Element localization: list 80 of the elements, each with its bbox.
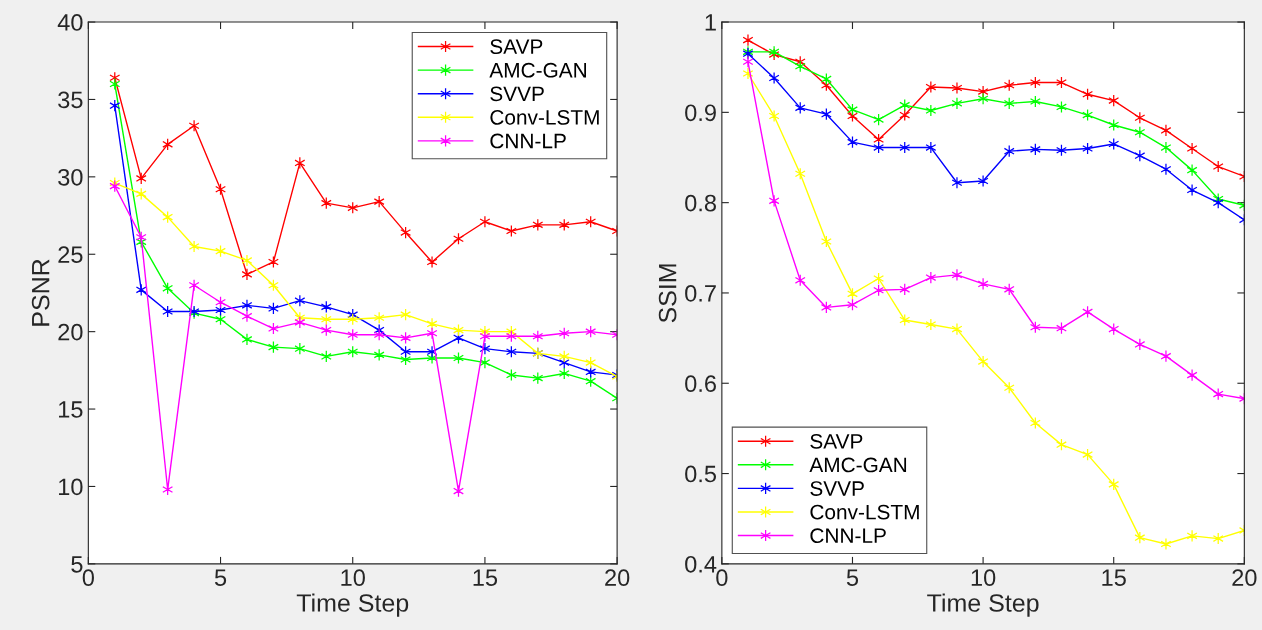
legend-label: SVVP: [490, 86, 544, 102]
point: [1160, 141, 1172, 154]
y-tick-label: 0.7: [685, 285, 716, 302]
y-tick-label: 20: [58, 323, 83, 341]
x-axis-title: Time Step: [927, 593, 1039, 617]
y-tick-label: 0.9: [685, 104, 716, 122]
point: [1186, 142, 1198, 155]
point: [977, 355, 989, 368]
point: [1160, 124, 1172, 137]
point: [479, 330, 491, 343]
y-axis-title: SSIM: [658, 264, 677, 323]
point: [241, 309, 253, 323]
y-tick-label: 25: [58, 246, 83, 264]
point: [426, 255, 438, 269]
point: [1160, 163, 1172, 176]
point: [1186, 368, 1198, 382]
point: [241, 299, 253, 312]
y-tick-label: 35: [58, 91, 83, 109]
y-tick-label: 0.6: [685, 375, 716, 393]
point: [188, 279, 200, 292]
y-tick-label: 15: [59, 401, 83, 418]
point: [1186, 183, 1198, 197]
y-tick-label: 0.8: [685, 194, 716, 212]
x-tick-label: 5: [846, 569, 859, 587]
x-tick-label: 20: [605, 569, 630, 587]
x-tick-label: 10: [971, 569, 996, 587]
legend-label: AMC-GAN: [809, 457, 907, 473]
legend-label: SAVP: [810, 433, 863, 449]
legend-label: CNN-LP: [810, 528, 886, 544]
point: [241, 333, 253, 346]
y-tick-label: 1: [705, 14, 716, 31]
x-axis-title: Time Step: [296, 593, 409, 617]
y-tick-label: 30: [58, 168, 83, 186]
point: [742, 67, 754, 80]
x-tick-label: 15: [1102, 569, 1126, 587]
y-tick-label: 0.4: [685, 555, 717, 573]
point: [479, 342, 491, 355]
point: [1160, 537, 1172, 551]
point: [951, 268, 963, 282]
point: [1186, 529, 1198, 543]
y-tick-label: 5: [71, 556, 83, 573]
legend-label: Conv-LSTM: [810, 504, 919, 520]
point: [977, 174, 989, 188]
legend-label: SVVP: [810, 481, 864, 496]
y-tick-label: 0.5: [685, 465, 717, 483]
point: [742, 33, 754, 47]
point: [951, 81, 963, 95]
point: [951, 176, 963, 189]
point: [188, 119, 200, 132]
point: [426, 317, 438, 331]
legend-label: Conv-LSTM: [490, 110, 599, 125]
point: [426, 327, 438, 340]
point: [951, 97, 963, 110]
x-tick-label: 10: [341, 569, 365, 587]
point: [426, 345, 438, 358]
x-tick-label: 0: [716, 569, 728, 587]
point: [1160, 349, 1172, 363]
point: [188, 240, 200, 253]
point: [977, 277, 989, 291]
point: [241, 268, 253, 281]
point: [479, 356, 491, 369]
legend-label: SAVP: [490, 39, 543, 55]
point: [951, 322, 963, 336]
y-axis-title: PSNR: [31, 259, 50, 326]
point: [768, 194, 780, 208]
point: [742, 55, 754, 68]
point: [479, 215, 491, 228]
point: [768, 109, 780, 123]
point: [768, 71, 780, 85]
x-tick-label: 20: [1232, 569, 1257, 587]
y-tick-label: 40: [57, 14, 83, 31]
point: [1186, 163, 1198, 177]
legend-label: AMC-GAN: [489, 62, 586, 78]
point: [977, 92, 989, 105]
legend-label: CNN-LP: [490, 133, 566, 149]
point: [241, 254, 253, 267]
x-tick-label: 0: [82, 569, 94, 587]
x-tick-label: 15: [473, 569, 498, 587]
y-tick-label: 10: [59, 478, 83, 496]
x-tick-label: 5: [214, 569, 227, 587]
